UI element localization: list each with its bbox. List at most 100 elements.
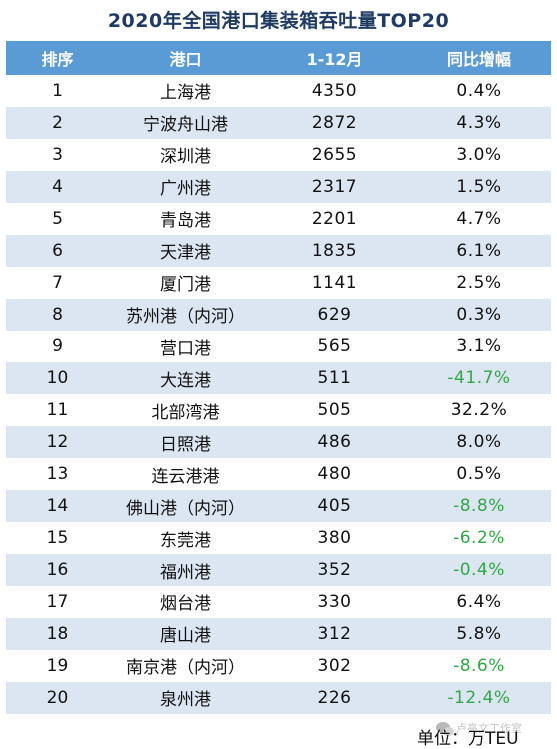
cell-port: 日照港 xyxy=(109,426,262,459)
header-port: 港口 xyxy=(109,41,262,75)
cell-port: 宁波舟山港 xyxy=(109,106,262,139)
cell-port: 烟台港 xyxy=(160,594,211,615)
cell-rank: 17 xyxy=(46,591,69,612)
cell-rank: 20 xyxy=(6,681,109,714)
cell-rank: 15 xyxy=(46,528,69,549)
cell-yoy: -12.4% xyxy=(407,681,551,714)
table-row: 16 福州港 352 -0.4% xyxy=(6,554,551,586)
table-row: 2 宁波舟山港 2872 4.3% xyxy=(6,106,551,139)
table-row: 20 泉州港 226 -12.4% xyxy=(6,681,551,714)
cell-rank: 11 xyxy=(46,400,69,421)
header-volume: 1-12月 xyxy=(262,41,407,75)
table-row: 13 连云港港 480 0.5% xyxy=(6,458,551,490)
port-throughput-table: 排序 港口 1-12月 同比增幅 1 上海港 4350 0.4% 2 宁波舟山港 2872 4… xyxy=(6,41,551,714)
table-row: 5 青岛港 2201 4.7% xyxy=(6,203,551,235)
cell-rank: 10 xyxy=(6,362,109,395)
table-row: 12 日照港 486 8.0% xyxy=(6,426,551,459)
cell-port: 上海港 xyxy=(160,83,211,104)
cell-volume: 352 xyxy=(262,554,407,586)
cell-yoy: 1.5% xyxy=(407,170,551,203)
cell-yoy: 0.3% xyxy=(407,298,551,331)
cell-volume: 505 xyxy=(317,400,352,421)
cell-yoy: 0.5% xyxy=(456,464,502,485)
cell-port: 北部湾港 xyxy=(151,402,220,423)
cell-yoy: 4.7% xyxy=(456,208,502,229)
table-row: 15 东莞港 380 -6.2% xyxy=(6,522,551,554)
cell-rank: 7 xyxy=(52,272,63,293)
header-yoy: 同比增幅 xyxy=(407,41,551,75)
header-rank: 排序 xyxy=(6,41,109,75)
cell-volume: 511 xyxy=(262,362,407,395)
cell-rank: 12 xyxy=(6,426,109,459)
cell-rank: 6 xyxy=(6,234,109,267)
table-body: 1 上海港 4350 0.4% 2 宁波舟山港 2872 4.3% 3 深圳港 2655 3.0% 4 广… xyxy=(6,75,551,714)
cell-yoy: 3.1% xyxy=(456,336,502,357)
cell-port: 南京港（内河） xyxy=(126,658,245,679)
cell-volume: 330 xyxy=(317,591,352,612)
table-row: 8 苏州港（内河） 629 0.3% xyxy=(6,298,551,331)
table-row: 9 营口港 565 3.1% xyxy=(6,331,551,363)
cell-rank: 19 xyxy=(46,655,69,676)
cell-volume: 312 xyxy=(262,617,407,650)
cell-yoy: 3.0% xyxy=(456,144,502,165)
cell-volume: 1141 xyxy=(311,272,358,293)
cell-rank: 1 xyxy=(52,80,63,101)
cell-volume: 565 xyxy=(317,336,352,357)
cell-volume: 405 xyxy=(262,490,407,523)
cell-port: 唐山港 xyxy=(109,617,262,650)
cell-port: 泉州港 xyxy=(109,681,262,714)
cell-port: 大连港 xyxy=(109,362,262,395)
footer: 卢亮文工作室 单位：万TEU xyxy=(400,716,557,749)
table-row: 1 上海港 4350 0.4% xyxy=(6,75,551,107)
cell-yoy: 8.0% xyxy=(407,426,551,459)
cell-volume: 2317 xyxy=(262,170,407,203)
cell-volume: 1835 xyxy=(262,234,407,267)
table-row: 7 厦门港 1141 2.5% xyxy=(6,267,551,299)
cell-yoy: 6.1% xyxy=(407,234,551,267)
cell-rank: 3 xyxy=(52,144,63,165)
table-row: 6 天津港 1835 6.1% xyxy=(6,234,551,267)
cell-volume: 2201 xyxy=(311,208,358,229)
cell-rank: 13 xyxy=(46,464,69,485)
cell-yoy: -41.7% xyxy=(407,362,551,395)
cell-port: 青岛港 xyxy=(160,211,211,232)
cell-port: 佛山港（内河） xyxy=(109,490,262,523)
cell-yoy: 5.8% xyxy=(407,617,551,650)
cell-yoy: -8.8% xyxy=(407,490,551,523)
cell-yoy: 6.4% xyxy=(456,591,502,612)
cell-yoy: -6.2% xyxy=(453,528,505,549)
cell-rank: 4 xyxy=(6,170,109,203)
cell-port: 福州港 xyxy=(109,554,262,586)
cell-port: 天津港 xyxy=(109,234,262,267)
unit-label: 单位：万TEU xyxy=(417,729,519,749)
cell-rank: 2 xyxy=(6,106,109,139)
cell-yoy: 32.2% xyxy=(450,400,508,421)
cell-volume: 486 xyxy=(262,426,407,459)
table-row: 14 佛山港（内河） 405 -8.8% xyxy=(6,490,551,523)
cell-yoy: -0.4% xyxy=(407,554,551,586)
cell-rank: 5 xyxy=(52,208,63,229)
cell-volume: 302 xyxy=(317,655,352,676)
cell-volume: 4350 xyxy=(311,80,358,101)
cell-port: 广州港 xyxy=(109,170,262,203)
table-row: 10 大连港 511 -41.7% xyxy=(6,362,551,395)
table-row: 19 南京港（内河） 302 -8.6% xyxy=(6,650,551,682)
cell-port: 营口港 xyxy=(160,338,211,359)
cell-port: 厦门港 xyxy=(160,275,211,296)
cell-yoy: 2.5% xyxy=(456,272,502,293)
cell-rank: 18 xyxy=(6,617,109,650)
table-row: 17 烟台港 330 6.4% xyxy=(6,586,551,618)
wechat-icon xyxy=(436,722,454,736)
cell-rank: 8 xyxy=(6,298,109,331)
cell-port: 连云港港 xyxy=(151,466,220,487)
cell-volume: 2872 xyxy=(262,106,407,139)
table-row: 4 广州港 2317 1.5% xyxy=(6,170,551,203)
watermark-text: 卢亮文工作室 xyxy=(456,722,522,735)
cell-volume: 2655 xyxy=(311,144,358,165)
cell-yoy: 4.3% xyxy=(407,106,551,139)
cell-yoy: -8.6% xyxy=(453,655,505,676)
table-row: 3 深圳港 2655 3.0% xyxy=(6,139,551,171)
cell-rank: 9 xyxy=(52,336,63,357)
table-row: 18 唐山港 312 5.8% xyxy=(6,617,551,650)
cell-port: 东莞港 xyxy=(160,530,211,551)
